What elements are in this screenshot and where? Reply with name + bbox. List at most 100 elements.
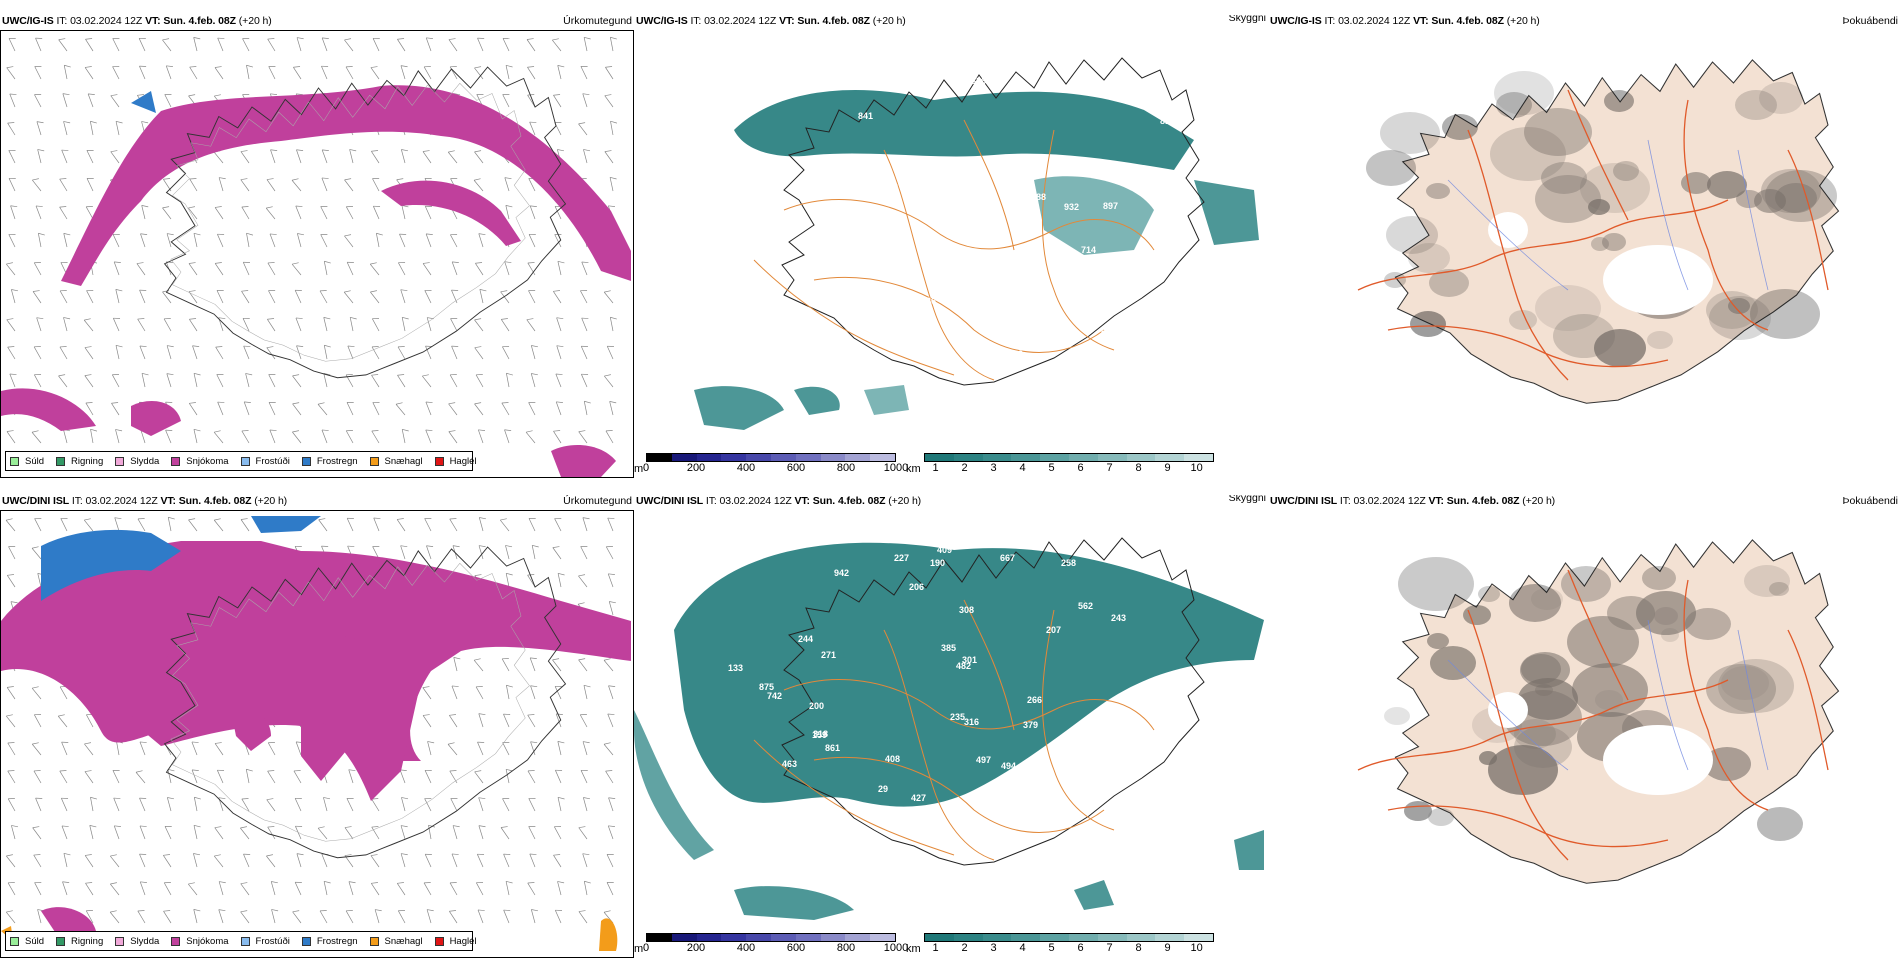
legend-label: Rigning <box>71 455 104 467</box>
visibility-map[interactable]: 558 41 869 714 881 841 986 468 204 932 897 826 745 45… <box>634 30 1268 450</box>
precip-legend-item: Rigning <box>56 456 103 467</box>
legend-swatch <box>240 456 250 466</box>
precip-legend-item: Frostregn <box>301 455 358 467</box>
legend-swatch <box>10 456 19 466</box>
ceiling-label: 258 <box>1061 558 1076 568</box>
precip-legend-item: Súld <box>10 936 44 947</box>
ceiling-label: 932 <box>1064 202 1079 212</box>
legend-label: Frostúði <box>255 455 290 467</box>
visibility-map[interactable]: 463 258 942 562 316 271 200 318 243 207 875 409 379 4… <box>634 510 1268 930</box>
precip-legend-item: Frostúði <box>240 936 290 947</box>
ceiling-label: 463 <box>782 759 797 769</box>
visibility-tick: 8 <box>1135 942 1142 954</box>
ceiling-label: 271 <box>821 650 836 660</box>
ceiling-label: 266 <box>1027 695 1042 705</box>
ceiling-tick: 400 <box>736 462 756 474</box>
legend-swatch <box>115 456 125 466</box>
precip-map[interactable]: Súld Rigning Slydda Snjókoma Frostúði Frostre… <box>0 510 634 958</box>
ceiling-label: 145 <box>1098 752 1113 762</box>
ceiling-label: 494 <box>1001 761 1016 771</box>
ceiling-label: 202 <box>1170 172 1185 182</box>
visibility-tick: 10 <box>1190 462 1203 474</box>
legend-label: Snjókoma <box>186 935 229 947</box>
precip-legend-item: Slydda <box>115 936 159 947</box>
precip-type-panel-ig: UWC/IG-IS IT: 03.02.2024 12Z VT: Sun. 4.… <box>0 15 634 485</box>
ceiling-label: 745 <box>743 70 758 80</box>
ceiling-label: 786 <box>869 214 884 224</box>
ceiling-label: 714 <box>1081 245 1096 255</box>
panel-header: UWC/IG-IS IT: 03.02.2024 12Z VT: Sun. 4.… <box>636 15 906 27</box>
precip-map-graphic <box>1 31 633 477</box>
visibility-tick: 6 <box>1077 942 1084 954</box>
visibility-tick: 5 <box>1048 942 1055 954</box>
visibility-tick: 8 <box>1135 462 1142 474</box>
ceiling-label: 190 <box>930 558 945 568</box>
legend-label: Slydda <box>130 455 160 467</box>
precip-legend-item: Haglél <box>434 936 477 947</box>
precip-legend-item: Rigning <box>56 936 103 947</box>
fog-map[interactable] <box>1268 30 1900 470</box>
precip-legend-item: Snjókoma <box>171 456 229 467</box>
ceiling-label: 875 <box>759 682 774 692</box>
visibility-tick: 4 <box>1019 942 1026 954</box>
legend-label: Súld <box>25 935 45 947</box>
ceiling-label: 841 <box>858 111 873 121</box>
visibility-tick: 5 <box>1048 462 1055 474</box>
ceiling-label: 200 <box>809 701 824 711</box>
legend-label: Frostregn <box>316 455 358 467</box>
ceiling-label: 244 <box>798 634 813 644</box>
visibility-unit: km <box>906 463 921 475</box>
visibility-panel-ig: UWC/IG-IS IT: 03.02.2024 12Z VT: Sun. 4.… <box>634 15 1268 490</box>
ceiling-label: 206 <box>909 582 924 592</box>
visibility-scale: 1 2 3 4 5 6 7 8 9 10 km <box>906 453 1214 476</box>
ceiling-label: 9 <box>758 324 763 334</box>
ceiling-label: 482 <box>956 661 971 671</box>
legend-label: Snæhagl <box>384 935 423 947</box>
precip-legend-item: Súld <box>10 456 44 467</box>
ceiling-label: 942 <box>834 568 849 578</box>
precip-type-panel-dini: UWC/DINI ISL IT: 03.02.2024 12Z VT: Sun.… <box>0 495 634 965</box>
panel-header: UWC/IG-IS IT: 03.02.2024 12Z VT: Sun. 4.… <box>1270 15 1540 27</box>
precip-legend-item: Slydda <box>115 456 159 467</box>
legend-swatch <box>171 936 181 946</box>
legend-label: Haglél <box>449 455 477 467</box>
precip-map[interactable]: Súld Rigning Slydda Snjókoma Frostúði Frostre… <box>0 30 634 478</box>
visibility-tick: 6 <box>1077 462 1084 474</box>
ceiling-label: 409 <box>937 545 952 555</box>
ceiling-label: 385 <box>941 643 956 653</box>
ceiling-label: 47 <box>888 183 898 193</box>
panel-title-visibility: Skyggni <box>1228 495 1266 504</box>
ceiling-label: 204 <box>866 290 881 300</box>
ceiling-label: 379 <box>1023 720 1038 730</box>
ceiling-label: 869 <box>794 70 809 80</box>
ceiling-tick: 200 <box>686 942 706 954</box>
fog-map[interactable] <box>1268 510 1900 950</box>
fog-panel-ig: UWC/IG-IS IT: 03.02.2024 12Z VT: Sun. 4.… <box>1268 15 1900 485</box>
ceiling-label: 301 <box>962 655 977 665</box>
ceiling-label: 29 <box>878 784 888 794</box>
ceiling-label: 897 <box>1103 201 1118 211</box>
legend-swatch <box>115 936 125 946</box>
legend-swatch <box>434 456 444 466</box>
ceiling-label: 558 <box>930 261 945 271</box>
legend-swatch <box>434 936 444 946</box>
ceiling-tick: 0 <box>642 462 650 474</box>
ceiling-label: 93 <box>1094 733 1104 743</box>
panel-title-precip: Úrkomutegund <box>563 15 632 27</box>
legend-label: Rigning <box>71 935 104 947</box>
ceiling-label: 63 <box>1110 376 1120 386</box>
ceiling-label: 59 <box>1013 349 1023 359</box>
precip-legend-item: Snæhagl <box>369 935 423 947</box>
visibility-unit: km <box>906 943 921 955</box>
panel-title-precip: Úrkomutegund <box>563 495 632 507</box>
precip-legend-item: Haglél <box>434 455 477 467</box>
ceiling-label: 562 <box>1078 601 1093 611</box>
ceiling-label: 408 <box>885 754 900 764</box>
ceiling-label: 133 <box>728 663 743 673</box>
precip-map-graphic <box>1 511 633 957</box>
ceiling-label: 815 <box>1160 116 1175 126</box>
legend-swatch <box>56 936 66 946</box>
ceiling-tick: 600 <box>786 942 806 954</box>
legend-label: Súld <box>25 455 45 467</box>
ceiling-label: 8 <box>1030 326 1035 336</box>
